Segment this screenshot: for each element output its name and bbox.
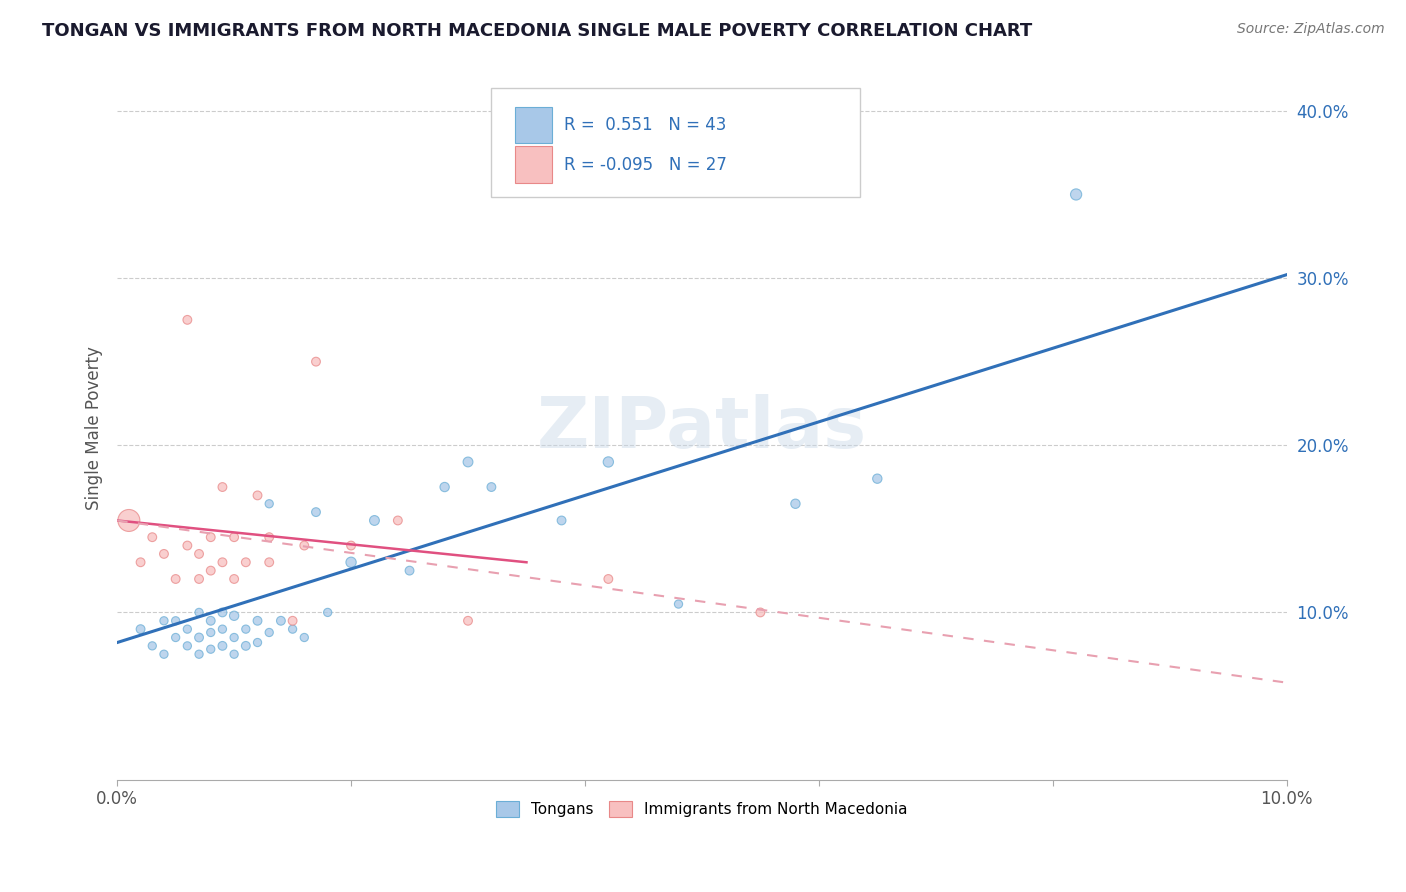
Point — [257, 530, 280, 544]
Point — [224, 608, 246, 623]
FancyBboxPatch shape — [515, 146, 553, 183]
Point — [235, 622, 257, 636]
Point — [305, 354, 328, 368]
Point — [785, 497, 807, 511]
Point — [188, 631, 211, 645]
Point — [598, 455, 620, 469]
Point — [866, 472, 889, 486]
Point — [211, 480, 233, 494]
Point — [749, 606, 772, 620]
Point — [129, 622, 152, 636]
Point — [141, 530, 163, 544]
Point — [176, 313, 198, 327]
Point — [387, 513, 409, 527]
Text: TONGAN VS IMMIGRANTS FROM NORTH MACEDONIA SINGLE MALE POVERTY CORRELATION CHART: TONGAN VS IMMIGRANTS FROM NORTH MACEDONI… — [42, 22, 1032, 40]
Point — [211, 622, 233, 636]
FancyBboxPatch shape — [492, 88, 859, 197]
Point — [340, 539, 363, 553]
Point — [257, 497, 280, 511]
Point — [200, 642, 222, 657]
Point — [270, 614, 292, 628]
Point — [141, 639, 163, 653]
Point — [1064, 187, 1087, 202]
Point — [235, 555, 257, 569]
Point — [363, 513, 385, 527]
Point — [224, 572, 246, 586]
Point — [257, 625, 280, 640]
Point — [457, 614, 479, 628]
Point — [188, 606, 211, 620]
Point — [200, 625, 222, 640]
Point — [188, 572, 211, 586]
Point — [211, 639, 233, 653]
Point — [316, 606, 339, 620]
Point — [292, 539, 315, 553]
Point — [211, 606, 233, 620]
FancyBboxPatch shape — [515, 107, 553, 144]
Point — [165, 631, 187, 645]
Point — [281, 622, 304, 636]
Text: R = -0.095   N = 27: R = -0.095 N = 27 — [564, 155, 727, 174]
Point — [176, 639, 198, 653]
Point — [235, 639, 257, 653]
Point — [257, 555, 280, 569]
Point — [200, 614, 222, 628]
Point — [398, 564, 420, 578]
Point — [176, 539, 198, 553]
Point — [176, 622, 198, 636]
Point — [211, 555, 233, 569]
Point — [188, 647, 211, 661]
Text: R =  0.551   N = 43: R = 0.551 N = 43 — [564, 116, 727, 134]
Point — [246, 635, 269, 649]
Point — [305, 505, 328, 519]
Point — [598, 572, 620, 586]
Point — [481, 480, 503, 494]
Point — [246, 614, 269, 628]
Point — [340, 555, 363, 569]
Point — [224, 530, 246, 544]
Legend: Tongans, Immigrants from North Macedonia: Tongans, Immigrants from North Macedonia — [488, 793, 915, 824]
Point — [457, 455, 479, 469]
Point — [165, 614, 187, 628]
Point — [200, 530, 222, 544]
Point — [550, 513, 572, 527]
Y-axis label: Single Male Poverty: Single Male Poverty — [86, 347, 103, 510]
Point — [153, 614, 176, 628]
Point — [153, 647, 176, 661]
Point — [246, 488, 269, 502]
Point — [200, 564, 222, 578]
Point — [668, 597, 690, 611]
Point — [153, 547, 176, 561]
Point — [433, 480, 456, 494]
Point — [224, 647, 246, 661]
Text: ZIPatlas: ZIPatlas — [537, 394, 868, 463]
Point — [292, 631, 315, 645]
Point — [118, 513, 141, 527]
Point — [129, 555, 152, 569]
Text: Source: ZipAtlas.com: Source: ZipAtlas.com — [1237, 22, 1385, 37]
Point — [188, 547, 211, 561]
Point — [224, 631, 246, 645]
Point — [165, 572, 187, 586]
Point — [281, 614, 304, 628]
